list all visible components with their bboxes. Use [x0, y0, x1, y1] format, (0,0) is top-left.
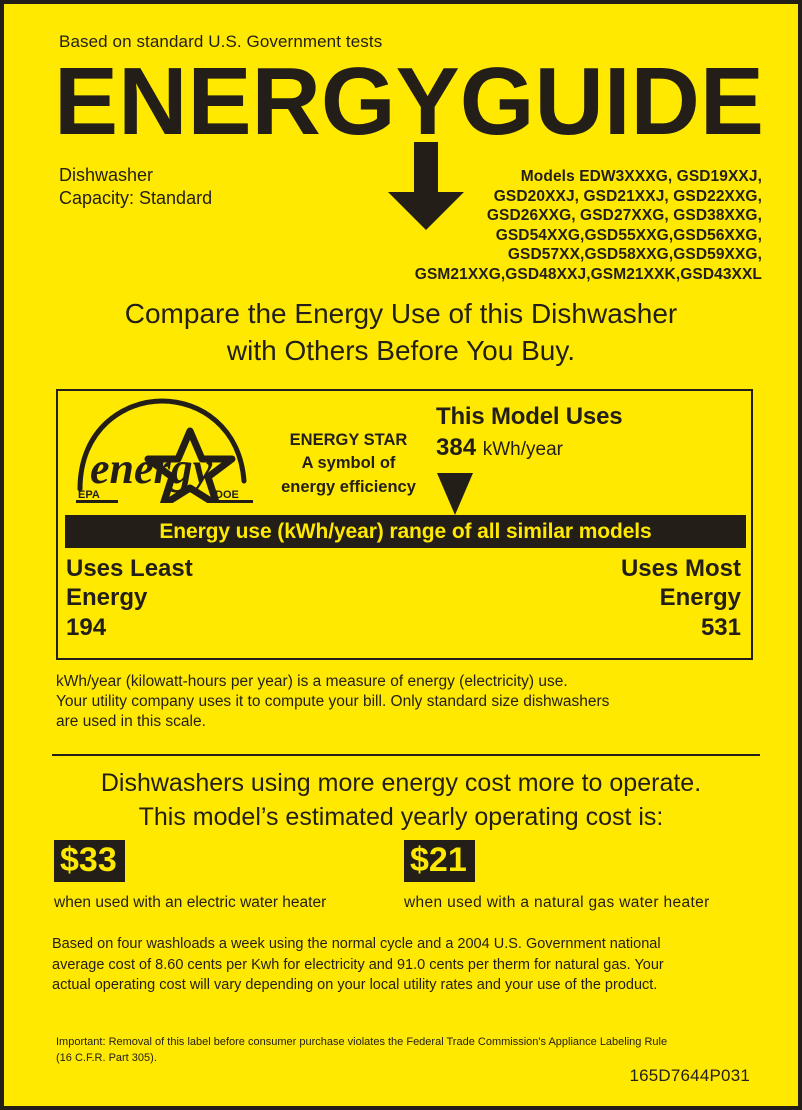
- product-type: Dishwasher: [59, 165, 154, 185]
- product-capacity: Capacity: Standard: [59, 187, 213, 208]
- model-line: GSD20XXJ, GSD21XXJ, GSD22XXG,: [493, 187, 762, 205]
- svg-text:DOE: DOE: [215, 489, 239, 501]
- part-number: 165D7644P031: [629, 1066, 750, 1085]
- basis-note-line-3: actual operating cost will vary dependin…: [52, 977, 658, 994]
- model-line: GSM21XXG,GSD48XXJ,GSM21XXK,GSD43XXL: [414, 265, 762, 283]
- energyguide-wordmark: ENERGYGUIDE: [54, 56, 764, 148]
- svg-text:ENERGYGUIDE: ENERGYGUIDE: [54, 56, 764, 148]
- product-info: Dishwasher Capacity: Standard: [59, 164, 212, 210]
- uses-most-block: Uses Most Energy 531: [621, 554, 741, 642]
- model-numbers-list: Models EDW3XXXG, GSD19XXJ, GSD20XXJ, GSD…: [342, 167, 762, 284]
- basis-note-line-2: average cost of 8.60 cents per Kwh for e…: [52, 956, 664, 973]
- uses-most-value: 531: [700, 613, 741, 641]
- compare-heading-line-1: Compare the Energy Use of this Dishwashe…: [124, 298, 678, 329]
- this-model-uses-block: This Model Uses 384 kWh/year: [436, 403, 623, 462]
- cost-basis-note: Based on four washloads a week using the…: [52, 934, 764, 996]
- uses-most-line-2: Energy: [659, 584, 741, 612]
- this-model-uses-value: 384: [436, 434, 477, 461]
- kwh-note-line-1: kWh/year (kilowatt-hours per year) is a …: [56, 673, 568, 690]
- this-model-uses-value-row: 384 kWh/year: [436, 434, 622, 462]
- gas-cost-caption: when used with a natural gas water heate…: [404, 894, 710, 911]
- down-arrow-icon: [376, 142, 476, 230]
- this-model-uses-title: This Model Uses: [436, 403, 623, 430]
- model-line: GSD26XXG, GSD27XXG, GSD38XXG,: [486, 207, 762, 225]
- energy-range-panel: energy EPA DOE ENERGY STAR A symbol of e…: [56, 389, 753, 660]
- operating-cost-heading-line-1: Dishwashers using more energy cost more …: [100, 769, 702, 797]
- down-triangle-pointer-icon: [437, 473, 473, 515]
- legal-line-1: Important: Removal of this label before …: [56, 1036, 668, 1048]
- svg-text:EPA: EPA: [78, 489, 100, 501]
- legal-line-2: (16 C.F.R. Part 305).: [56, 1051, 157, 1064]
- gas-cost-block: $21 when used with a natural gas water h…: [404, 840, 710, 912]
- kwh-note-line-3: are used in this scale.: [56, 712, 206, 730]
- uses-least-value: 194: [66, 613, 107, 641]
- kwh-note-line-2: Your utility company uses it to compute …: [56, 692, 610, 710]
- electric-cost-block: $33 when used with an electric water hea…: [54, 840, 326, 912]
- basis-note-line-1: Based on four washloads a week using the…: [52, 936, 661, 952]
- electric-cost-value: $33: [54, 840, 125, 882]
- uses-least-line-1: Uses Least: [66, 555, 193, 582]
- model-line: GSD57XX,GSD58XXG,GSD59XXG,: [507, 246, 762, 264]
- this-model-uses-unit: kWh/year: [482, 439, 563, 460]
- electric-cost-caption: when used with an electric water heater: [54, 894, 327, 911]
- compare-heading: Compare the Energy Use of this Dishwashe…: [4, 296, 798, 370]
- legal-fine-print: Important: Removal of this label before …: [56, 1035, 756, 1067]
- gas-cost-value: $21: [404, 840, 475, 882]
- energy-star-line-1: ENERGY STAR: [289, 431, 408, 449]
- operating-cost-heading-line-2: This model’s estimated yearly operating …: [138, 802, 664, 831]
- operating-cost-heading: Dishwashers using more energy cost more …: [4, 767, 798, 835]
- uses-least-block: Uses Least Energy 194: [66, 554, 193, 642]
- energy-star-line-3: energy efficiency: [281, 477, 416, 496]
- model-line: GSD54XXG,GSD55XXG,GSD56XXG,: [495, 226, 762, 244]
- section-divider: [52, 754, 760, 756]
- based-on-tests-text: Based on standard U.S. Government tests: [59, 32, 383, 51]
- model-line: Models EDW3XXXG, GSD19XXJ,: [520, 168, 762, 185]
- compare-heading-line-2: with Others Before You Buy.: [226, 334, 576, 366]
- svg-text:energy: energy: [90, 444, 213, 493]
- uses-most-line-1: Uses Most: [620, 555, 741, 582]
- energy-star-caption: ENERGY STAR A symbol of energy efficienc…: [256, 429, 441, 499]
- range-bar-label: Energy use (kWh/year) range of all simil…: [159, 519, 652, 543]
- range-bar: Energy use (kWh/year) range of all simil…: [65, 515, 746, 548]
- uses-least-line-2: Energy: [66, 584, 148, 612]
- kwh-explanation-note: kWh/year (kilowatt-hours per year) is a …: [56, 672, 762, 731]
- energy-star-line-2: A symbol of: [301, 454, 396, 473]
- energy-star-logo-icon: energy EPA DOE: [72, 397, 254, 503]
